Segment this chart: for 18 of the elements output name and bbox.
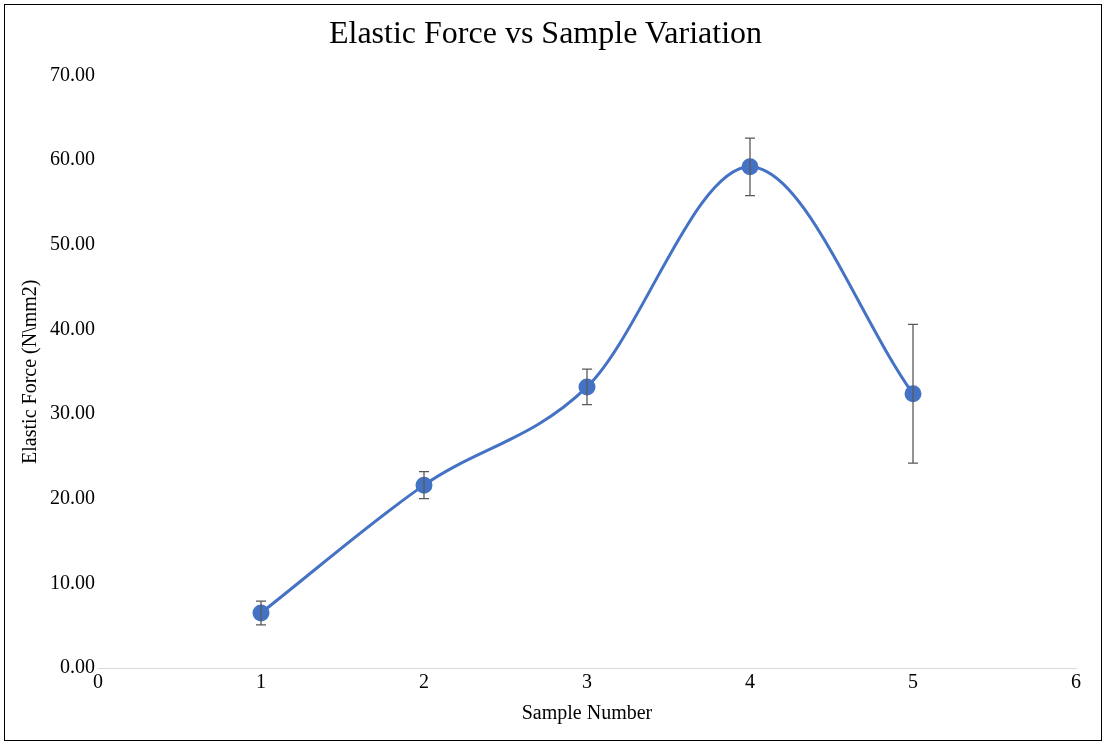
- y-tick-label: 40.00: [50, 316, 95, 339]
- chart-title: Elastic Force vs Sample Variation: [328, 13, 763, 50]
- y-axis-title: Elastic Force (N\mm2): [18, 279, 42, 464]
- y-tick-label: 0.00: [60, 655, 95, 678]
- x-tick-label: 2: [419, 670, 429, 693]
- y-tick-label: 60.00: [50, 147, 95, 170]
- x-tick-label: 0: [93, 670, 103, 693]
- x-tick-label: 1: [256, 670, 266, 693]
- x-tick-label: 3: [582, 670, 592, 693]
- x-tick-label: 6: [1071, 670, 1081, 693]
- x-axis-title: Sample Number: [521, 701, 653, 725]
- x-tick-label: 4: [745, 670, 755, 693]
- y-tick-label: 50.00: [50, 231, 95, 254]
- x-tick-label: 5: [908, 670, 918, 693]
- y-tick-label: 10.00: [50, 570, 95, 593]
- y-tick-label: 30.00: [50, 401, 95, 424]
- y-tick-label: 20.00: [50, 485, 95, 508]
- y-tick-label: 70.00: [50, 62, 95, 85]
